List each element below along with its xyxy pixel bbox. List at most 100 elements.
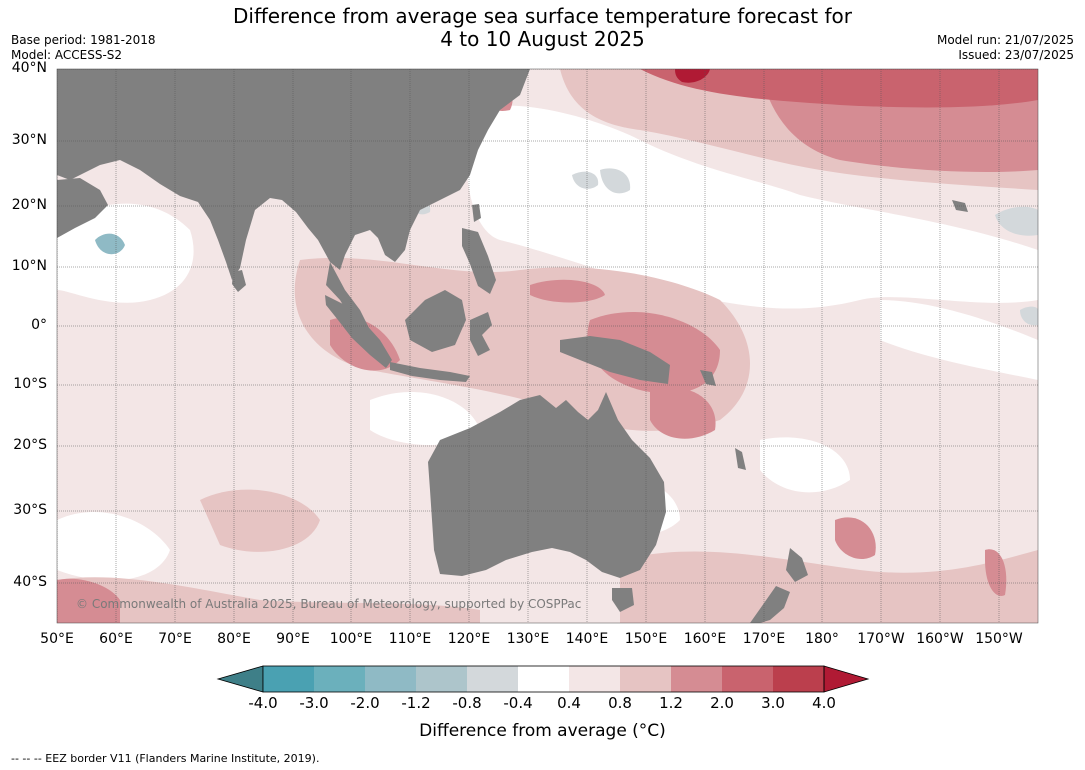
very-strong-warm-region <box>640 69 1038 108</box>
latitude-label: 30°N <box>11 132 47 148</box>
new-guinea-landmass <box>560 336 670 384</box>
latitude-label: 40°N <box>11 60 47 76</box>
colorbar-segment <box>518 666 569 692</box>
latitude-label: 10°N <box>11 258 47 274</box>
longitude-label: 60°E <box>99 631 133 647</box>
near-average-region <box>760 437 850 493</box>
philippines-landmass <box>462 228 496 294</box>
colorbar-tick-label: 2.0 <box>710 694 734 712</box>
longitude-label: 50°E <box>40 631 74 647</box>
sulawesi-landmass <box>470 312 492 356</box>
colorbar-tick-label: -0.4 <box>503 694 533 712</box>
colorbar-segment <box>671 666 722 692</box>
colorbar-max-extension <box>823 665 870 693</box>
longitude-label: 110°E <box>388 631 432 647</box>
tasmania-landmass <box>612 588 634 612</box>
longitude-label: 100°E <box>329 631 373 647</box>
taiwan-landmass <box>472 204 481 222</box>
cool-anomaly-region <box>1020 306 1038 326</box>
strong-warm-region <box>650 387 716 439</box>
borneo-landmass <box>405 290 466 352</box>
colorbar-tick-label: -4.0 <box>248 694 278 712</box>
strong-warm-region <box>985 549 1007 596</box>
title-line-1: Difference from average sea surface temp… <box>232 4 852 28</box>
longitude-label: 120°E <box>447 631 491 647</box>
meta-left: Base period: 1981-2018 Model: ACCESS-S2 <box>11 33 156 63</box>
colorbar-tick-label: 0.8 <box>608 694 632 712</box>
colorbar-tick-label: -1.2 <box>401 694 431 712</box>
longitude-label: 160°E <box>683 631 727 647</box>
latitude-label: 40°S <box>13 574 47 590</box>
sri-lanka-landmass <box>232 270 246 292</box>
australia-landmass <box>428 392 666 578</box>
warm-anomaly-region <box>57 577 480 623</box>
colorbar-tick-label: -3.0 <box>299 694 329 712</box>
latitude-label: 20°N <box>11 197 47 213</box>
meta-right: Model run: 21/07/2025 Issued: 23/07/2025 <box>937 33 1074 63</box>
colorbar-tick-label: 4.0 <box>812 694 836 712</box>
colorbar-segment <box>620 666 671 692</box>
cool-anomaly-region <box>600 168 631 194</box>
longitude-label: 130°E <box>506 631 550 647</box>
model-name: Model: ACCESS-S2 <box>11 48 123 62</box>
colorbar-min-extension <box>216 665 264 693</box>
cool-anomaly-region <box>572 171 599 189</box>
sumatra-landmass <box>325 295 392 368</box>
longitude-label: 140°E <box>565 631 609 647</box>
colorbar-tick-label: 0.4 <box>557 694 581 712</box>
longitude-label: 180° <box>805 631 839 647</box>
colorbar-segment <box>365 666 416 692</box>
warm-anomaly-region <box>200 489 320 552</box>
colorbar-tick-label: 3.0 <box>761 694 785 712</box>
issued-date: Issued: 23/07/2025 <box>958 48 1074 62</box>
colorbar-segment <box>263 666 314 692</box>
japan-landmass <box>492 69 525 108</box>
cool-anomaly-region <box>995 206 1038 236</box>
colorbar-label: Difference from average (°C) <box>419 721 666 741</box>
map-frame <box>56 68 1039 624</box>
latitude-label: 30°S <box>13 502 47 518</box>
eez-border-note: -- -- -- EEZ border V11 (Flanders Marine… <box>11 752 320 765</box>
new-zealand-landmass <box>750 548 808 623</box>
longitude-label: 160°W <box>916 631 964 647</box>
colorbar-frame <box>262 665 825 693</box>
near-average-region <box>466 105 1038 309</box>
colorbar <box>216 665 870 693</box>
strong-warm-region <box>835 517 876 560</box>
colorbar-segment <box>416 666 467 692</box>
colorbar-segment <box>314 666 365 692</box>
longitude-label: 170°W <box>857 631 905 647</box>
longitude-label: 80°E <box>217 631 251 647</box>
longitude-label: 70°E <box>158 631 192 647</box>
near-average-region <box>57 511 170 581</box>
model-run: Model run: 21/07/2025 <box>936 33 1074 47</box>
colorbar-tick-label: -0.8 <box>452 694 482 712</box>
graticule <box>57 69 1038 623</box>
strong-warm-region <box>57 578 120 623</box>
strong-warm-region <box>530 279 605 303</box>
near-average-region <box>57 203 194 303</box>
colorbar-tick-label: 1.2 <box>659 694 683 712</box>
title-line-2: 4 to 10 August 2025 <box>440 27 645 51</box>
colorbar-segment <box>569 666 620 692</box>
extreme-warm-region <box>675 69 710 83</box>
latitude-label: 0° <box>31 317 47 333</box>
longitude-label: 150°E <box>624 631 668 647</box>
near-average-region <box>370 391 480 445</box>
cool-anomaly-region <box>95 233 125 255</box>
near-average-region <box>880 300 1038 380</box>
latitude-label: 10°S <box>13 376 47 392</box>
map-title: Difference from average sea surface temp… <box>0 5 1085 51</box>
colorbar-tick-label: -2.0 <box>350 694 380 712</box>
longitude-label: 150°W <box>975 631 1023 647</box>
colorbar-segment <box>722 666 773 692</box>
arabia-landmass <box>57 178 108 238</box>
base-period: Base period: 1981-2018 <box>11 33 156 47</box>
longitude-label: 90°E <box>276 631 310 647</box>
latitude-label: 20°S <box>13 437 47 453</box>
colorbar-segment <box>773 666 824 692</box>
longitude-label: 170°E <box>742 631 786 647</box>
colorbar-segment <box>467 666 518 692</box>
warm-anomaly-region <box>620 550 1038 623</box>
